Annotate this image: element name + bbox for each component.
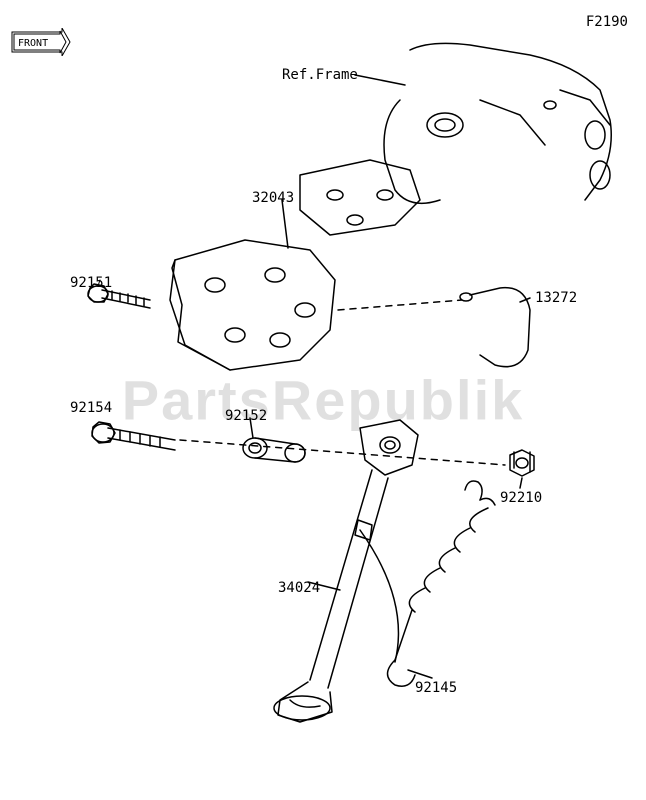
callout-92145: 92145 [415, 680, 457, 696]
callout-92210: 92210 [500, 490, 542, 506]
side-stand-34024 [274, 420, 418, 722]
callout-34024: 34024 [278, 580, 320, 596]
callout-32043: 32043 [252, 190, 294, 206]
ref-frame-label: Ref.Frame [282, 67, 358, 83]
exploded-diagram: FRONT F2190 [0, 0, 646, 800]
spring-92145 [360, 481, 495, 686]
callout-92154: 92154 [70, 400, 112, 416]
bolt-92154 [92, 422, 175, 450]
callout-92152: 92152 [225, 408, 267, 424]
bracket-32043 [170, 240, 335, 370]
callout-92151: 92151 [70, 275, 112, 291]
hook-13272 [460, 288, 530, 367]
collar-92152 [243, 438, 305, 462]
nut-92210 [510, 450, 534, 476]
callout-13272: 13272 [535, 290, 577, 306]
